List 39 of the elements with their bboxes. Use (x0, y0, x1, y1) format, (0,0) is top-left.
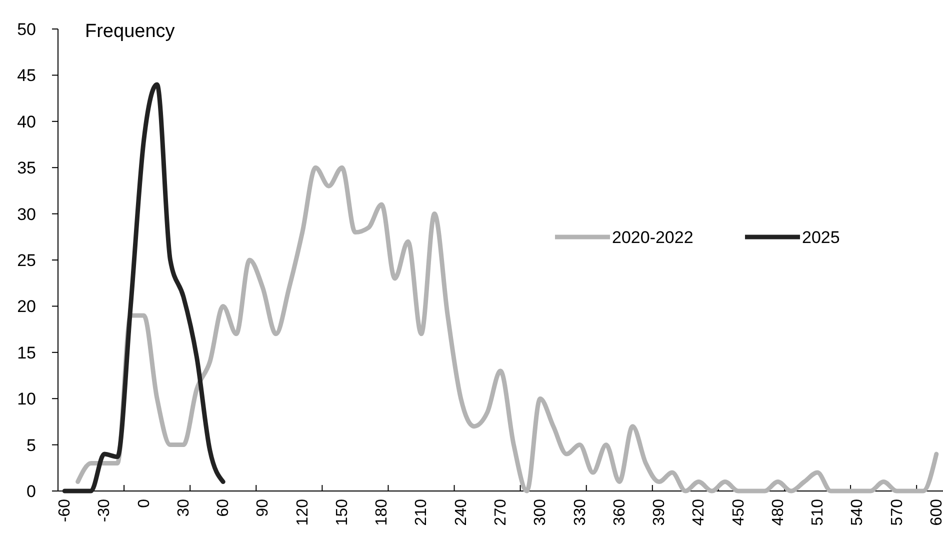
x-tick-label: 360 (611, 498, 628, 526)
x-tick-label: 570 (888, 498, 906, 526)
x-tick-label: 390 (651, 498, 668, 526)
y-tick-label: 20 (17, 297, 36, 316)
x-tick-label: -30 (96, 498, 114, 522)
y-axis-title: Frequency (85, 21, 176, 42)
y-tick-label: 35 (17, 158, 36, 178)
x-tick-label: 480 (770, 498, 787, 526)
x-tick-label: 60 (215, 498, 232, 517)
y-tick-label: 40 (17, 112, 36, 132)
x-tick-label: 240 (452, 498, 470, 526)
y-tick-label: 30 (17, 204, 36, 224)
legend-label: 2020-2022 (612, 228, 694, 247)
x-tick-label: 210 (413, 498, 430, 526)
y-tick-label: 50 (17, 20, 36, 39)
y-tick-label: 10 (17, 390, 36, 409)
y-tick-label: 25 (17, 250, 36, 270)
x-tick-label: 600 (928, 498, 943, 526)
y-tick-label: 0 (26, 482, 36, 501)
line-series (62, 82, 226, 494)
x-tick-label: 510 (810, 498, 827, 526)
x-tick-label: 300 (532, 498, 550, 526)
x-tick-label: 90 (254, 498, 272, 517)
x-tick-label: 120 (294, 498, 312, 526)
x-tick-label: 180 (374, 498, 391, 526)
x-tick-label: 420 (690, 498, 708, 526)
y-tick-label: 5 (26, 436, 36, 455)
x-tick-label: 450 (730, 498, 748, 526)
x-tick-label: -60 (56, 498, 74, 522)
y-tick-label: 15 (17, 343, 36, 362)
x-tick-label: 30 (175, 498, 192, 517)
x-tick-label: 330 (572, 498, 589, 526)
legend-label: 2025 (802, 228, 840, 247)
x-tick-label: 540 (849, 498, 866, 526)
x-tick-label: 150 (334, 498, 351, 526)
x-tick-label: 0 (136, 498, 153, 508)
line-series (76, 165, 939, 494)
x-tick-label: 270 (492, 498, 510, 526)
y-tick-label: 45 (17, 66, 36, 86)
